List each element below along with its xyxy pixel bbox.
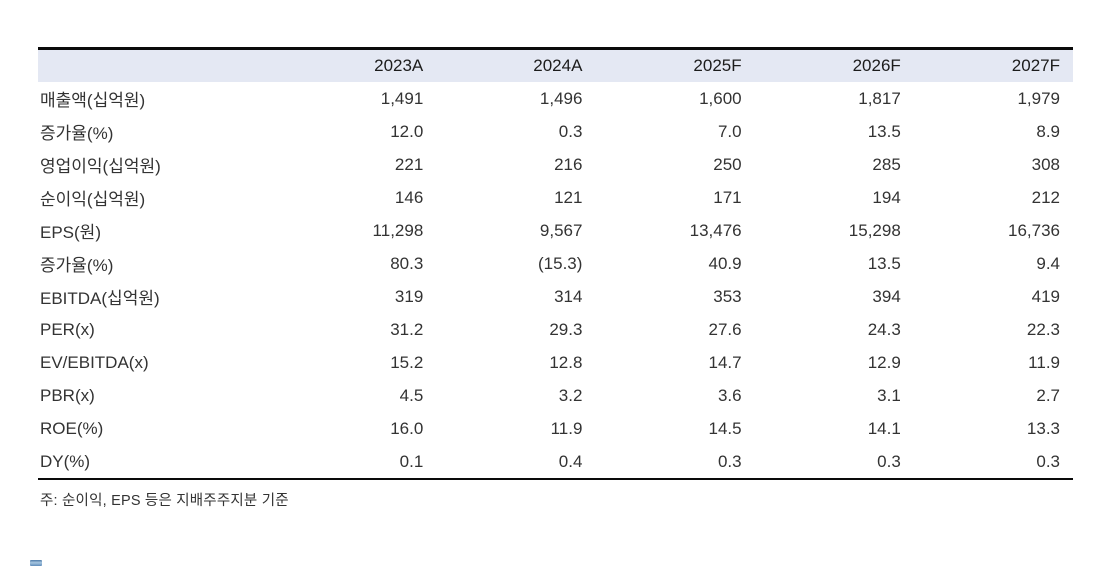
metric-value: 216	[554, 154, 583, 174]
table-row: 증가율(%) 80.3 (15.3) 40.9 13.5 9.4	[38, 247, 1073, 280]
metric-value: 80.3	[390, 253, 424, 273]
metric-value: 1,600	[699, 88, 742, 108]
metric-value: 0.3	[717, 451, 742, 471]
metric-label: 영업이익(십억원)	[40, 157, 161, 176]
metric-value: 24.3	[867, 319, 901, 339]
metric-value: 11.9	[550, 418, 583, 438]
table-row: PER(x) 31.2 29.3 27.6 24.3 22.3	[38, 313, 1073, 346]
table-row: 매출액(십억원) 1,491 1,496 1,600 1,817 1,979	[38, 82, 1073, 115]
metric-value: 40.9	[708, 253, 742, 273]
year-column-header: 2026F	[852, 56, 901, 75]
metric-value: 4.5	[399, 385, 424, 405]
year-column-header: 2027F	[1011, 56, 1060, 75]
metric-value: 0.3	[877, 451, 901, 471]
metric-value: (15.3)	[538, 253, 583, 273]
metric-label: PBR(x)	[40, 385, 95, 405]
metric-value: 0.3	[1036, 451, 1060, 471]
metric-label: 매출액(십억원)	[40, 91, 146, 110]
metric-value: 14.5	[708, 418, 742, 438]
metric-value: 3.1	[877, 385, 901, 405]
metric-label: PER(x)	[40, 319, 95, 339]
metric-value: 11.9	[1028, 352, 1060, 372]
table-row: PBR(x) 4.5 3.2 3.6 3.1 2.7	[38, 379, 1073, 412]
metric-label: 증가율(%)	[40, 256, 114, 275]
metric-value: 121	[554, 187, 583, 207]
table-header-row: 2023A 2024A 2025F 2026F 2027F	[38, 48, 1073, 83]
metric-value: 419	[1031, 286, 1060, 306]
metric-value: 212	[1031, 187, 1060, 207]
table-row: ROE(%) 16.0 11.9 14.5 14.1 13.3	[38, 412, 1073, 445]
table-row: 순이익(십억원) 146 121 171 194 212	[38, 181, 1073, 214]
metric-value: 16,736	[1008, 220, 1060, 240]
financial-summary-table: 2023A 2024A 2025F 2026F 2027F 매출액(십억원) 1,491 1…	[38, 47, 1073, 480]
metric-value: 12.9	[867, 352, 901, 372]
table-header: 2023A 2024A 2025F 2026F 2027F	[38, 48, 1073, 83]
metric-value: 2.7	[1036, 385, 1060, 405]
metric-value: 27.6	[708, 319, 742, 339]
cut-off-logo-fragment	[30, 560, 42, 566]
metric-value: 15.2	[390, 352, 424, 372]
metric-value: 12.8	[549, 352, 583, 372]
metric-value: 353	[713, 286, 742, 306]
metric-label: 증가율(%)	[40, 124, 114, 143]
metric-value: 9,567	[539, 220, 583, 240]
metric-label: DY(%)	[40, 451, 91, 471]
metric-value: 285	[872, 154, 901, 174]
metric-value: 308	[1031, 154, 1060, 174]
metric-value: 13.3	[1026, 418, 1060, 438]
metric-value: 1,979	[1017, 88, 1060, 108]
metric-value: 1,817	[858, 88, 901, 108]
metric-value: 221	[394, 154, 424, 174]
metric-value: 13.5	[867, 253, 901, 273]
metric-column-header	[38, 49, 264, 83]
metric-value: 13.5	[867, 121, 901, 141]
metric-value: 394	[872, 286, 901, 306]
metric-value: 14.1	[867, 418, 901, 438]
financial-summary-table-container: 2023A 2024A 2025F 2026F 2027F 매출액(십억원) 1,491 1…	[38, 47, 1073, 480]
year-column-header: 2025F	[693, 56, 742, 75]
year-column-header: 2024A	[533, 56, 583, 75]
metric-value: 1,496	[539, 88, 583, 108]
metric-value: 8.9	[1036, 121, 1060, 141]
metric-value: 194	[872, 187, 901, 207]
metric-value: 12.0	[390, 121, 424, 141]
metric-value: 7.0	[717, 121, 742, 141]
metric-value: 29.3	[549, 319, 583, 339]
metric-value: 13,476	[689, 220, 742, 240]
metric-label: ROE(%)	[40, 418, 104, 438]
metric-value: 15,298	[848, 220, 901, 240]
metric-label: EPS(원)	[40, 223, 101, 242]
table-row: EPS(원) 11,298 9,567 13,476 15,298 16,736	[38, 214, 1073, 247]
metric-label: EBITDA(십억원)	[40, 289, 160, 308]
metric-value: 9.4	[1036, 253, 1060, 273]
metric-value: 14.7	[708, 352, 742, 372]
metric-value: 0.1	[399, 451, 424, 471]
metric-value: 0.3	[558, 121, 583, 141]
metric-value: 0.4	[558, 451, 583, 471]
metric-value: 22.3	[1026, 319, 1060, 339]
metric-value: 11,298	[372, 220, 424, 240]
metric-value: 1,491	[380, 88, 424, 108]
year-column-header: 2023A	[374, 56, 424, 75]
metric-value: 319	[394, 286, 424, 306]
metric-value: 250	[713, 154, 742, 174]
metric-value: 16.0	[390, 418, 424, 438]
metric-label: 순이익(십억원)	[40, 190, 146, 209]
metric-value: 146	[394, 187, 424, 207]
table-row: EBITDA(십억원) 319 314 353 394 419	[38, 280, 1073, 313]
table-footnote: 주: 순이익, EPS 등은 지배주주지분 기준	[40, 493, 289, 509]
table-row: DY(%) 0.1 0.4 0.3 0.3 0.3	[38, 445, 1073, 479]
metric-value: 3.6	[717, 385, 742, 405]
table-row: 영업이익(십억원) 221 216 250 285 308	[38, 148, 1073, 181]
table-row: 증가율(%) 12.0 0.3 7.0 13.5 8.9	[38, 115, 1073, 148]
table-body: 매출액(십억원) 1,491 1,496 1,600 1,817 1,979 증가율(%) 1…	[38, 82, 1073, 479]
metric-value: 171	[713, 187, 742, 207]
metric-value: 31.2	[390, 319, 424, 339]
metric-value: 3.2	[558, 385, 583, 405]
metric-value: 314	[554, 286, 583, 306]
metric-label: EV/EBITDA(x)	[40, 352, 149, 372]
table-row: EV/EBITDA(x) 15.2 12.8 14.7 12.9 11.9	[38, 346, 1073, 379]
